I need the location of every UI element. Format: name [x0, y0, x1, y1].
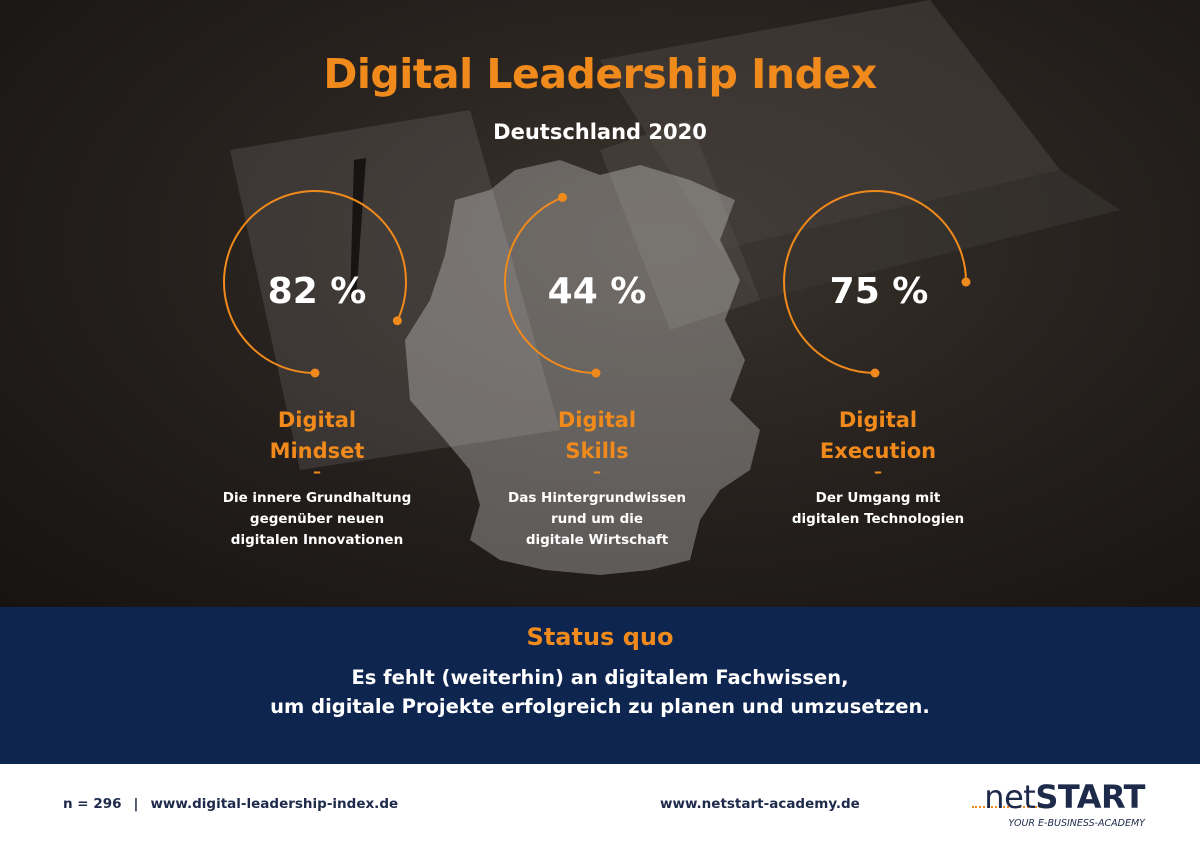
- ring-end-dot-3: [961, 277, 971, 287]
- metric-description-execution: Der Umgang mit digitalen Technologien: [748, 488, 1008, 530]
- metric-name-line: Execution: [819, 439, 937, 463]
- pen-silhouette: [350, 158, 366, 300]
- metric-description-skills: Das Hintergrundwissen rund um die digita…: [467, 488, 727, 551]
- metric-value-mindset: 82 %: [267, 271, 367, 312]
- metric-name-line: Skills: [565, 439, 629, 463]
- description-line: gegenüber neuen: [249, 511, 385, 527]
- status-text: Es fehlt (weiterhin) an digitalem Fachwi…: [0, 663, 1200, 721]
- footer: n = 296 | www.digital-leadership-index.de …: [0, 764, 1200, 849]
- netstart-logo: netSTART YOUR E-BUSINESS-ACADEMY: [970, 778, 1170, 844]
- footer-separator: |: [133, 796, 139, 812]
- status-line: Es fehlt (weiterhin) an digitalem Fachwi…: [351, 666, 849, 689]
- metric-name-line: Digital: [838, 408, 918, 432]
- logo-wordmark: netSTART: [970, 778, 1145, 816]
- description-line: rund um die: [550, 511, 644, 527]
- ring-end-dot-1: [392, 316, 402, 326]
- description-line: digitalen Technologien: [791, 511, 965, 527]
- description-line: Die innere Grundhaltung: [222, 490, 412, 506]
- logo-dotted-line: [972, 806, 1044, 808]
- logo-net: net: [984, 778, 1036, 816]
- metric-dash-mindset: –: [313, 462, 321, 481]
- index-website-link[interactable]: www.digital-leadership-index.de: [150, 796, 399, 812]
- metric-name-mindset: Digital Mindset: [197, 405, 437, 467]
- metric-name-line: Digital: [277, 408, 357, 432]
- status-quo-banner: Status quo Es fehlt (weiterhin) an digit…: [0, 607, 1200, 764]
- page-subtitle: Deutschland 2020: [493, 120, 707, 144]
- laptop-silhouette: [600, 0, 1120, 330]
- logo-start: START: [1035, 778, 1145, 816]
- ring-arc-3: [783, 190, 967, 374]
- metric-dash-execution: –: [874, 462, 882, 481]
- status-line: um digitale Projekte erfolgreich zu plan…: [270, 695, 930, 718]
- metric-dash-skills: –: [593, 462, 601, 481]
- ring-end-dot-2: [558, 192, 568, 202]
- description-line: Der Umgang mit: [815, 490, 941, 506]
- ring-arc-1: [223, 190, 407, 374]
- metric-name-execution: Digital Execution: [758, 405, 998, 467]
- ring-start-dot-1: [310, 368, 320, 378]
- description-line: digitale Wirtschaft: [525, 532, 669, 548]
- ring-start-dot-2: [591, 368, 601, 378]
- metric-name-skills: Digital Skills: [477, 405, 717, 467]
- metric-value-skills: 44 %: [547, 271, 647, 312]
- description-line: digitalen Innovationen: [230, 532, 404, 548]
- metric-value-execution: 75 %: [829, 271, 929, 312]
- germany-map-silhouette: [405, 160, 760, 575]
- metric-description-mindset: Die innere Grundhaltung gegenüber neuen …: [187, 488, 447, 551]
- paper-sheet: [230, 110, 560, 470]
- background-photo: [230, 0, 1120, 575]
- ring-start-dot-3: [870, 368, 880, 378]
- metric-name-line: Digital: [557, 408, 637, 432]
- logo-tagline: YOUR E-BUSINESS-ACADEMY: [1008, 818, 1145, 829]
- ring-chart: [223, 190, 971, 378]
- sample-size: n = 296: [63, 796, 122, 812]
- status-title: Status quo: [526, 623, 674, 651]
- academy-website-link[interactable]: www.netstart-academy.de: [660, 796, 860, 812]
- description-line: Das Hintergrundwissen: [508, 490, 686, 506]
- metric-name-line: Mindset: [269, 439, 365, 463]
- hero-section: Digital Leadership Index Deutschland 202…: [0, 0, 1200, 607]
- footer-left: n = 296 | www.digital-leadership-index.de: [63, 796, 398, 812]
- ring-arc-2: [504, 196, 597, 374]
- page-title: Digital Leadership Index: [323, 50, 877, 98]
